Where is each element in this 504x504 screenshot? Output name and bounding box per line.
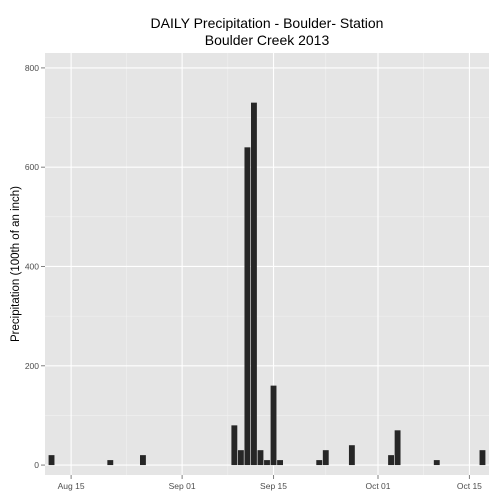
y-tick-label: 600: [25, 162, 39, 172]
precipitation-bar: [433, 460, 440, 466]
x-tick-label: Sep 01: [169, 481, 196, 491]
precipitation-bar: [264, 460, 270, 466]
precipitation-bar: [348, 445, 355, 466]
precipitation-bar: [237, 450, 244, 466]
y-tick-label: 400: [25, 261, 39, 271]
precipitation-bar: [107, 460, 114, 466]
major-grid: [45, 53, 489, 475]
x-tick-label: Sep 15: [260, 481, 287, 491]
y-axis-ticks: 0 200 400 600 800: [25, 63, 45, 470]
y-tick-label: 200: [25, 361, 39, 371]
y-axis-title: Precipitation (100th of an inch): [10, 186, 22, 342]
precipitation-bar: [322, 450, 329, 466]
precipitation-bar: [140, 455, 146, 466]
precipitation-bar: [277, 460, 283, 466]
precipitation-bar: [394, 430, 401, 466]
bars: [48, 102, 486, 466]
x-axis-ticks: Aug 15 Sep 01 Sep 15 Oct 01 Oct 15: [58, 475, 482, 491]
precipitation-bar: [231, 425, 238, 466]
chart-title-line-1: DAILY Precipitation - Boulder- Station: [151, 15, 384, 31]
precipitation-bar: [48, 455, 55, 466]
x-tick-label: Aug 15: [58, 481, 85, 491]
plot-panel: [45, 53, 489, 475]
precipitation-bar: [270, 385, 277, 466]
minor-grid: [45, 53, 489, 475]
precipitation-bar: [479, 450, 486, 466]
x-tick-label: Oct 01: [365, 481, 390, 491]
chart-title-line-2: Boulder Creek 2013: [205, 32, 330, 48]
precipitation-bar: [388, 455, 394, 466]
y-tick-label: 0: [34, 460, 39, 470]
precipitation-bar: [257, 450, 264, 466]
x-tick-label: Oct 15: [457, 481, 482, 491]
precipitation-bar: [244, 147, 251, 466]
precipitation-bar: [316, 460, 323, 466]
precipitation-bar: [251, 102, 257, 466]
y-tick-label: 800: [25, 63, 39, 73]
